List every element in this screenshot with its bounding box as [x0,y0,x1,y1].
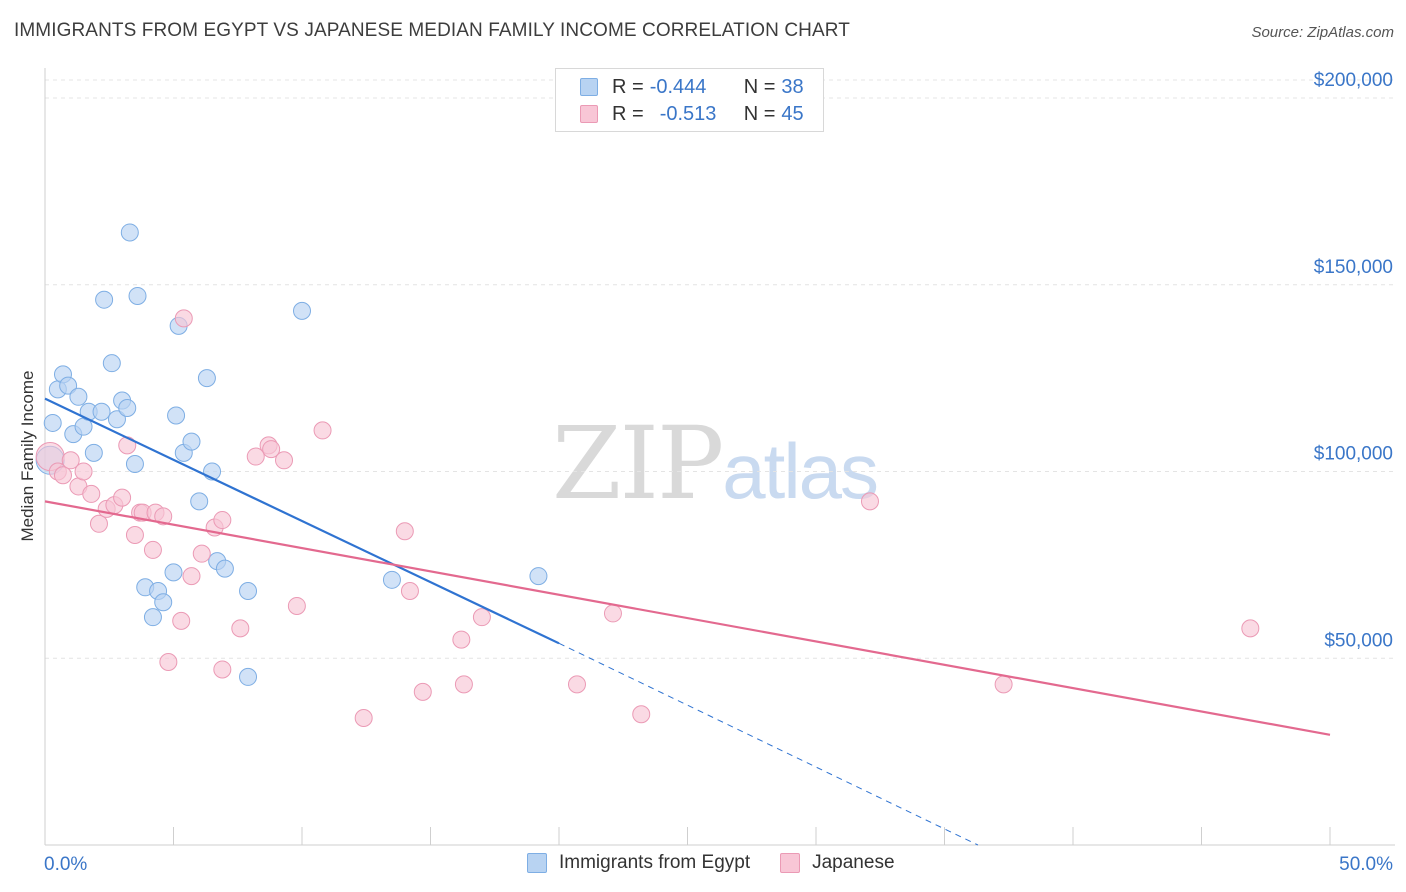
japanese-point [159,652,178,671]
japanese-point [174,309,193,328]
japanese-point [53,466,72,485]
japanese-point [632,705,651,724]
japanese-point [395,522,414,541]
japanese-point [860,492,879,511]
egypt-point [43,413,62,432]
watermark: ZIPatlas [552,405,879,522]
japanese-point [154,507,173,526]
japanese-point [313,421,332,440]
egypt-point [92,402,111,421]
legend-row-japanese: R = -0.513 N = 45 [580,101,804,127]
egypt-point [154,593,173,612]
japanese-point [567,675,586,694]
egypt-point [59,376,78,395]
japanese-point [172,611,191,630]
legend-row-egypt: R = -0.444 N = 38 [580,74,804,100]
egypt-point [107,410,126,429]
japanese-point [287,596,306,615]
japanese-point [182,567,201,586]
y-tick-label: $50,000 [1324,630,1393,651]
legend-r-label: R = [612,75,644,98]
source-credit: Source: ZipAtlas.com [1251,24,1394,41]
series-legend: Immigrants from Egypt Japanese [527,852,925,874]
egypt-point [128,286,147,305]
japanese-trend-line [44,500,1331,736]
egypt-point [293,301,311,320]
japanese-swatch [580,105,598,123]
legend-item-egypt[interactable]: Immigrants from Egypt [527,852,750,874]
legend-r-value: -0.444 [649,75,707,98]
japanese-point [192,544,211,563]
egypt-legend-swatch [527,853,547,873]
japanese-point [61,451,80,470]
egypt-point [125,455,144,474]
egypt-point [215,559,234,578]
japanese-point [246,447,265,466]
legend-n-label: N = [743,102,776,125]
correlation-legend: R = -0.444 N = 38 R = -0.513 N = 45 [555,68,824,132]
x-tick-label: 50.0% [1339,854,1393,875]
egypt-point [164,563,183,582]
japanese-point [89,514,108,533]
y-axis-label: Median Family Income [18,370,37,542]
egypt-point [197,369,216,388]
egypt-trend-line [44,397,560,645]
japanese-point [1241,619,1260,638]
legend-item-label: Japanese [812,852,895,873]
japanese-point [113,488,132,507]
egypt-point [84,443,103,462]
egypt-point [529,567,548,586]
egypt-swatch [580,78,598,96]
y-tick-label: $100,000 [1314,444,1393,465]
japanese-point [231,619,250,638]
japanese-point [413,682,432,701]
japanese-point [354,709,373,728]
japanese-point [472,608,491,627]
egypt-point [239,667,258,686]
egypt-point [382,570,401,589]
japanese-point [82,484,101,503]
egypt-point [69,387,88,406]
egypt-point [102,354,121,373]
egypt-point [95,290,114,309]
japanese-point [994,675,1013,694]
legend-item-japanese[interactable]: Japanese [780,852,895,874]
egypt-point [182,432,201,451]
egypt-point [143,608,162,627]
japanese-point [125,525,144,544]
japanese-legend-swatch [780,853,801,873]
japanese-point [213,660,232,679]
japanese-point [143,540,162,559]
chart-title: IMMIGRANTS FROM EGYPT VS JAPANESE MEDIAN… [14,20,850,41]
japanese-point [452,630,471,649]
x-tick-label: 0.0% [44,854,87,875]
legend-item-label: Immigrants from Egypt [559,852,751,873]
japanese-point [275,451,294,470]
japanese-point [400,582,419,601]
y-tick-label: $200,000 [1314,70,1393,91]
japanese-point [118,436,137,455]
egypt-point [190,492,209,511]
y-tick-label: $150,000 [1314,257,1393,278]
legend-r-label: R = [612,102,644,125]
egypt-point [120,223,139,242]
egypt-point [167,406,186,425]
egypt-point [118,399,137,418]
japanese-point [213,511,232,530]
legend-n-label: N = [743,75,776,98]
egypt-trend-extension [558,642,979,846]
legend-n-value: 45 [781,102,804,125]
japanese-point [454,675,473,694]
legend-r-value: -0.513 [659,102,717,125]
japanese-point [603,604,622,623]
japanese-point [74,462,93,481]
japanese-point [262,440,281,459]
egypt-point [239,582,258,601]
legend-n-value: 38 [781,75,804,98]
watermark-zip: ZIP [552,405,724,522]
